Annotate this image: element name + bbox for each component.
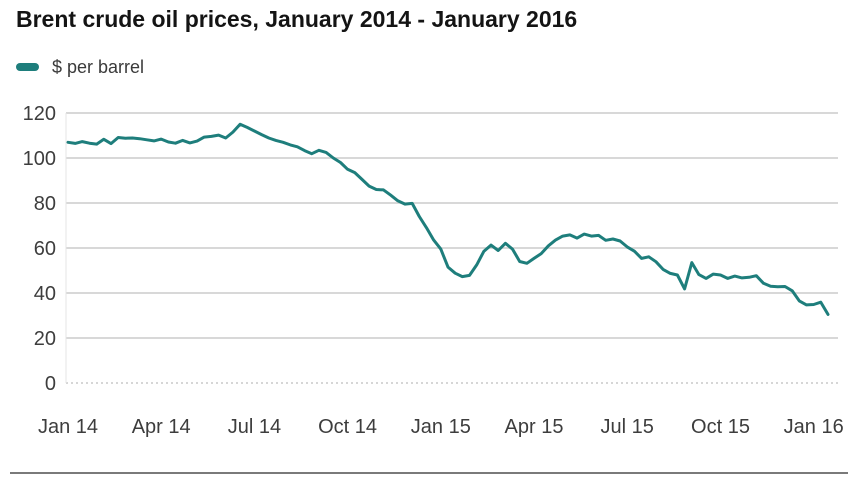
x-tick-label: Apr 15 — [505, 416, 564, 438]
legend: $ per barrel — [16, 57, 144, 77]
y-tick-label: 40 — [34, 283, 56, 305]
x-tick-label: Oct 15 — [691, 416, 750, 438]
x-tick-label: Jan 15 — [411, 416, 471, 438]
y-tick-label: 20 — [34, 328, 56, 350]
y-tick-label: 100 — [23, 148, 56, 170]
chart-title: Brent crude oil prices, January 2014 - J… — [16, 6, 578, 32]
legend-line-swatch-icon — [16, 63, 39, 71]
price-line — [66, 122, 830, 316]
legend-label: $ per barrel — [52, 56, 145, 77]
y-tick-label: 120 — [23, 103, 56, 125]
y-tick-label: 60 — [34, 238, 56, 260]
x-tick-label: Jan 16 — [784, 416, 844, 438]
x-tick-label: Jul 14 — [228, 416, 281, 438]
y-tick-label: 80 — [34, 193, 56, 215]
x-tick-label: Jul 15 — [601, 416, 654, 438]
y-tick-label: 0 — [45, 373, 56, 395]
x-tick-label: Apr 14 — [132, 416, 191, 438]
x-tick-label: Oct 14 — [318, 416, 377, 438]
x-tick-label: Jan 14 — [38, 416, 98, 438]
